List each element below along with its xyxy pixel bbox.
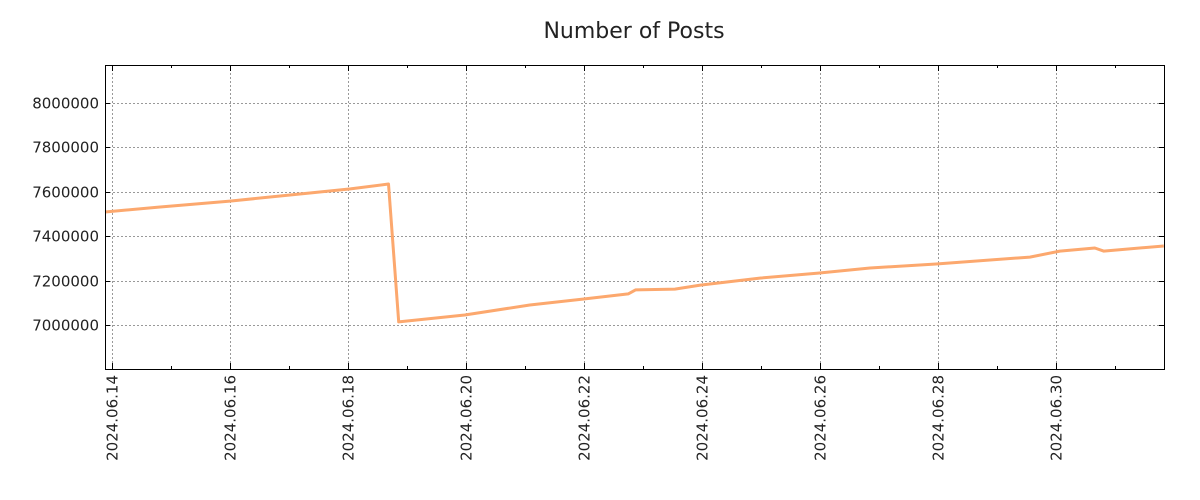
- y-tick-label: 7600000: [32, 184, 99, 202]
- y-tick-label: 7800000: [32, 139, 99, 157]
- x-tick-label: 2024.06.22: [576, 375, 594, 461]
- x-tick-label: 2024.06.24: [694, 375, 712, 461]
- series-line-number-of-posts: [104, 182, 1164, 324]
- x-tick-label: 2024.06.20: [458, 375, 476, 461]
- x-tick-label: 2024.06.16: [222, 375, 240, 461]
- y-tick-label: 7000000: [32, 317, 99, 335]
- x-tick-label: 2024.06.30: [1048, 375, 1066, 461]
- plot-frame: [105, 65, 1165, 370]
- x-tick-label: 2024.06.28: [930, 375, 948, 461]
- y-tick-label: 8000000: [32, 95, 99, 113]
- y-tick-label: 7200000: [32, 273, 99, 291]
- x-tick-label: 2024.06.18: [340, 375, 358, 461]
- y-tick-label: 7400000: [32, 228, 99, 246]
- chart-title: Number of Posts: [543, 19, 724, 44]
- x-tick-label: 2024.06.26: [812, 375, 830, 461]
- x-tick-label: 2024.06.14: [104, 375, 122, 461]
